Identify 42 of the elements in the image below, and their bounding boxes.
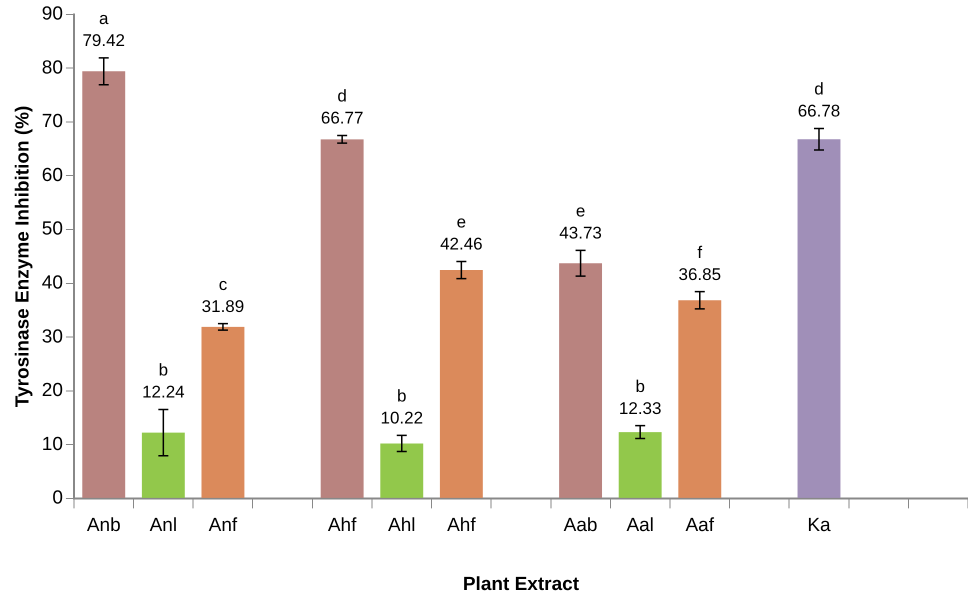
y-tick-label: 20 (42, 380, 63, 402)
x-tick-label: Ahl (388, 515, 416, 536)
bar (798, 139, 840, 498)
bar (618, 432, 662, 498)
data-label: b 12.33 (618, 376, 662, 418)
x-tick-label: Aaf (686, 515, 715, 536)
y-tick-label: 40 (42, 272, 63, 294)
data-label: d 66.78 (798, 80, 840, 121)
data-label: d 66.77 (320, 86, 364, 128)
x-tick-label: Anb (86, 515, 121, 536)
data-label: e 43.73 (559, 202, 602, 243)
x-tick-label: Ahf (328, 515, 358, 536)
data-label: f 36.85 (678, 242, 722, 284)
bar (559, 263, 602, 498)
y-tick-label: 50 (42, 218, 63, 240)
y-tick-label: 90 (42, 4, 63, 25)
y-tick-label: 60 (42, 164, 63, 186)
y-tick-label: 10 (42, 434, 63, 455)
x-tick-label: Aab (564, 515, 598, 536)
bar (142, 432, 185, 498)
bar (380, 443, 424, 498)
x-tick-label: Ka (807, 515, 832, 536)
x-tick-label: Anl (150, 515, 178, 536)
bar (320, 139, 364, 498)
x-tick-label: Aal (626, 515, 654, 536)
y-tick-label: 80 (42, 57, 63, 78)
x-axis-title: Plant Extract (462, 574, 580, 595)
y-tick-label: 30 (42, 326, 63, 348)
data-label: b 10.22 (380, 386, 424, 428)
y-tick-label: 70 (42, 111, 63, 132)
x-tick-label: Anf (208, 515, 238, 536)
x-tick-label: Ahf (447, 515, 476, 536)
bar (440, 270, 483, 498)
data-label: a 79.42 (82, 9, 126, 50)
bar (82, 71, 126, 498)
bar (678, 300, 722, 498)
data-label: c 31.89 (202, 274, 244, 316)
y-axis-title: Tyrosinase Enzyme Inhibition (%) (12, 106, 34, 408)
data-label: e 42.46 (440, 212, 483, 254)
y-tick-label: 0 (52, 488, 63, 509)
bar (201, 326, 244, 498)
data-label: b 12.24 (142, 360, 185, 402)
